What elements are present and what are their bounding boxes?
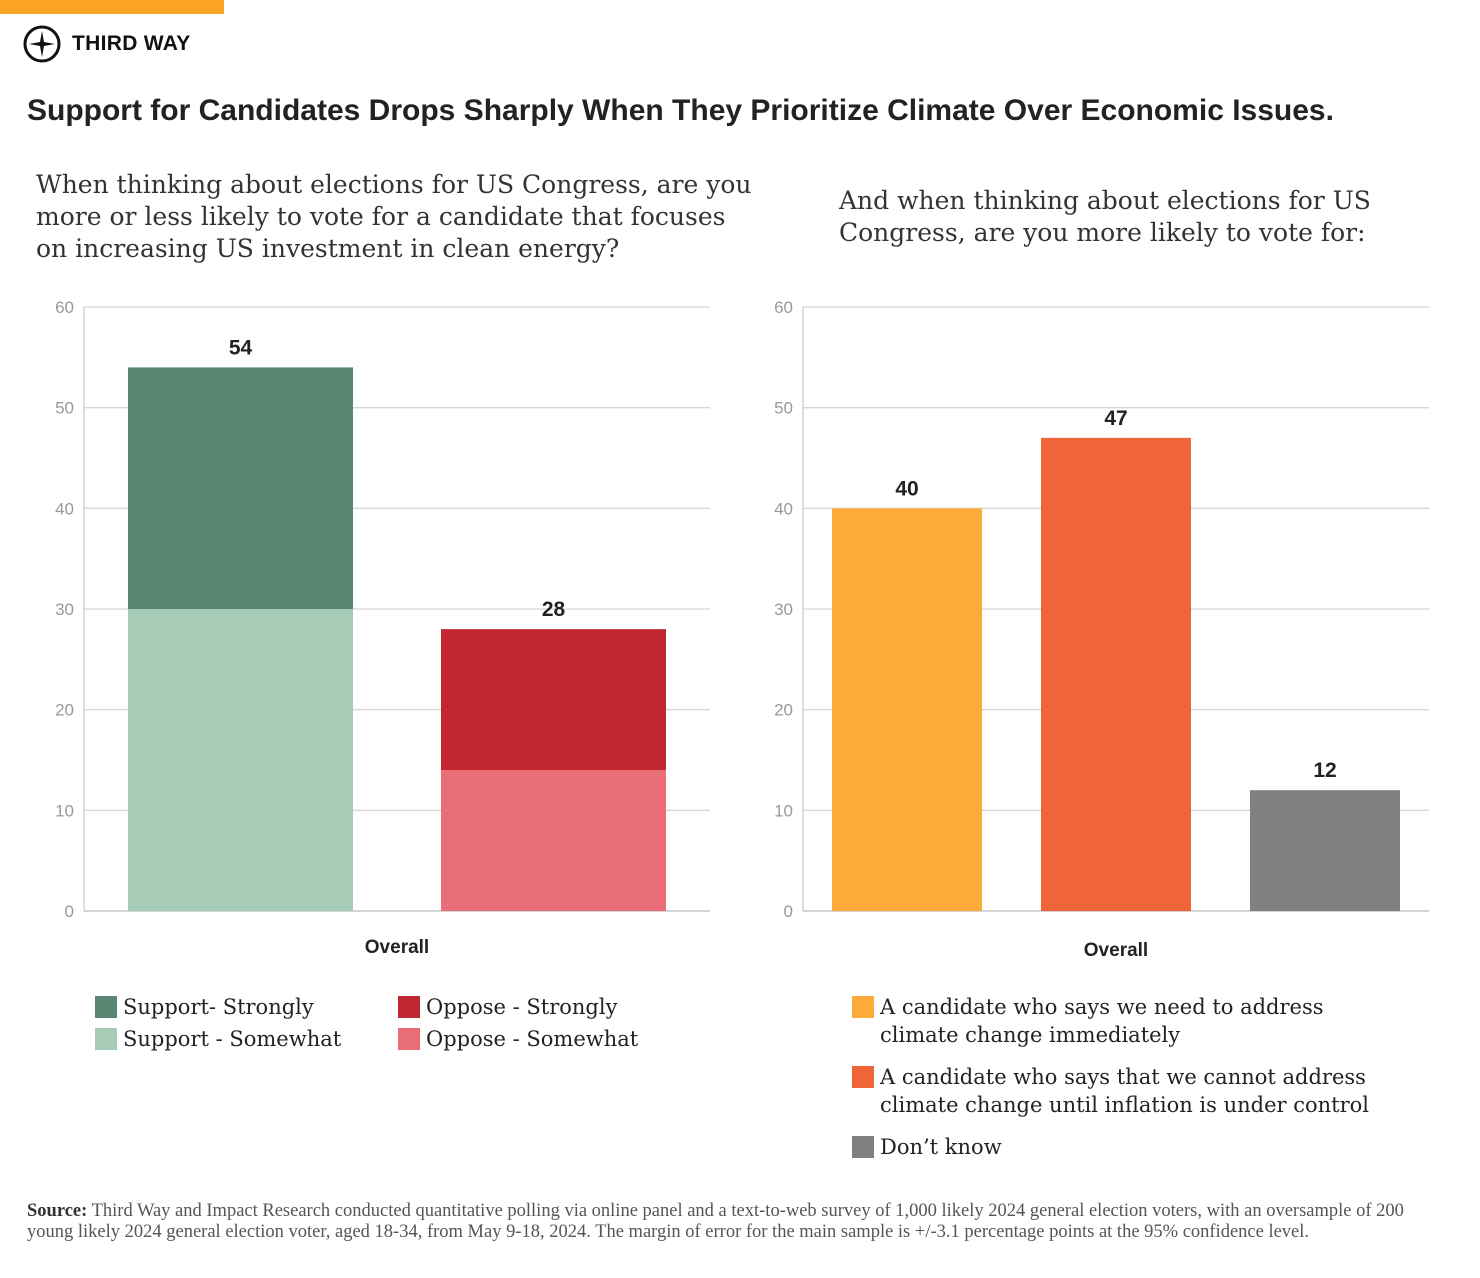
legend-item: Oppose - Somewhat	[398, 1025, 658, 1053]
bar	[832, 508, 982, 911]
right-chart-y-tick-label: 50	[774, 399, 793, 418]
legend-swatch	[95, 1028, 117, 1050]
left-chart-y-tick-label: 40	[55, 499, 74, 518]
legend-swatch	[398, 1028, 420, 1050]
legend-label: Support - Somewhat	[123, 1027, 342, 1051]
legend-item: Support- Strongly	[95, 993, 398, 1021]
left-chart-question: When thinking about elections for US Con…	[36, 170, 752, 263]
legend-swatch	[95, 996, 117, 1018]
accent-bar	[0, 0, 224, 14]
bar	[1250, 790, 1400, 911]
right-chart-y-tick-label: 10	[774, 801, 793, 820]
right-chart-y-tick-label: 60	[774, 298, 793, 317]
legend-item: Don’t know	[852, 1133, 1392, 1161]
legend-swatch	[852, 996, 874, 1018]
legend-label: Oppose - Somewhat	[426, 1027, 639, 1051]
bar-data-label: 12	[1313, 759, 1336, 782]
bar-data-label: 47	[1104, 407, 1127, 430]
legend-item: Oppose - Strongly	[398, 993, 658, 1021]
left-chart-y-tick-label: 10	[55, 801, 74, 820]
legend-swatch	[852, 1136, 874, 1158]
brand-name: THIRD WAY	[72, 32, 191, 55]
bar-segment-support-strongly	[128, 367, 353, 609]
legend-label: Don’t know	[880, 1135, 1002, 1159]
legend-swatch	[398, 996, 420, 1018]
compass-icon	[23, 25, 61, 63]
bar-segment-support-somewhat	[128, 609, 353, 911]
left-chart-y-tick-label: 20	[55, 701, 74, 720]
left-legend: Support- Strongly Oppose - Strongly Supp…	[95, 993, 658, 1053]
legend-swatch	[852, 1066, 874, 1088]
page-title: Support for Candidates Drops Sharply Whe…	[27, 94, 1334, 127]
left-chart-x-axis-label: Overall	[365, 937, 429, 958]
source-text: Third Way and Impact Research conducted …	[27, 1201, 1404, 1242]
left-chart-y-tick-label: 60	[55, 298, 74, 317]
legend-label: A candidate who says we need to address …	[880, 995, 1324, 1047]
logo: THIRD WAY	[22, 24, 191, 64]
bar-total-label: 54	[229, 336, 253, 359]
legend-label: Oppose - Strongly	[426, 995, 618, 1019]
right-chart-y-tick-label: 20	[774, 701, 793, 720]
left-chart-y-tick-label: 0	[65, 902, 74, 921]
right-chart-question: And when thinking about elections for US…	[839, 186, 1371, 247]
left-chart-y-tick-label: 30	[55, 600, 74, 619]
legend-label: Support- Strongly	[123, 995, 314, 1019]
bar-data-label: 40	[895, 477, 918, 500]
bar-segment-oppose-somewhat	[441, 770, 666, 911]
legend-item: Support - Somewhat	[95, 1025, 398, 1053]
right-legend: A candidate who says we need to address …	[852, 993, 1392, 1161]
right-chart-y-tick-label: 0	[784, 902, 793, 921]
right-chart-y-tick-label: 40	[774, 499, 793, 518]
bar	[1041, 437, 1191, 911]
legend-label: A candidate who says that we cannot addr…	[880, 1065, 1369, 1117]
left-chart-y-tick-label: 50	[55, 399, 74, 418]
bar-total-label: 28	[542, 598, 566, 621]
right-chart-x-axis-label: Overall	[1084, 940, 1148, 961]
right-chart-y-tick-label: 30	[774, 600, 793, 619]
source-label: Source:	[27, 1201, 88, 1221]
legend-item: A candidate who says that we cannot addr…	[852, 1063, 1392, 1119]
source-note: Source: Third Way and Impact Research co…	[27, 1201, 1447, 1243]
bar-segment-oppose-strongly	[441, 629, 666, 771]
legend-item: A candidate who says we need to address …	[852, 993, 1392, 1049]
